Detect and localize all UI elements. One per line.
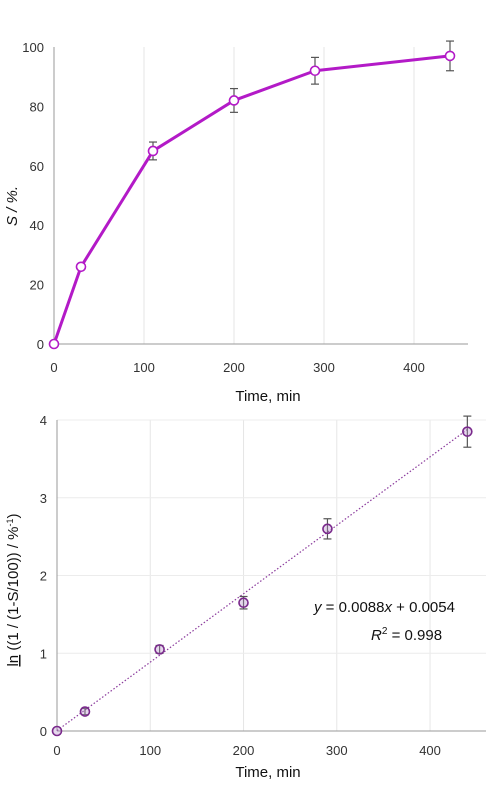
y-tick-label: 40 <box>30 218 44 233</box>
x-tick-label: 100 <box>139 743 161 758</box>
bottom-chart-axes <box>56 420 486 732</box>
x-tick-label: 0 <box>53 743 60 758</box>
y-tick-label: 60 <box>30 159 44 174</box>
data-point <box>462 426 473 437</box>
r-squared: R2 = 0.998 <box>371 626 442 644</box>
bottom-chart: 0 100 200 300 400 0 1 2 3 4 Time, min ln ((1 / (… <box>5 413 486 781</box>
data-point <box>75 261 87 273</box>
r-value: = 0.998 <box>387 627 442 644</box>
bottom-chart-trendline <box>56 429 468 732</box>
bottom-chart-x-tick-labels: 0 100 200 300 400 <box>53 743 441 758</box>
data-point <box>154 644 165 655</box>
top-chart-grid <box>143 47 415 344</box>
bottom-chart-y-tick-labels: 0 1 2 3 4 <box>40 413 47 739</box>
ylabel-body: ((1 / (1-S/100)) / % <box>5 526 22 654</box>
ylabel-close: ) <box>5 513 22 518</box>
top-chart-y-tick-labels: 0 20 40 60 80 100 <box>22 40 44 352</box>
y-tick-label: 1 <box>40 646 47 661</box>
eq-mid: = 0.0088 <box>322 599 385 616</box>
data-point <box>51 725 63 737</box>
ylabel-superscript: -1 <box>5 518 15 526</box>
x-tick-label: 300 <box>326 743 348 758</box>
data-point <box>48 338 60 350</box>
bottom-chart-series <box>51 415 473 737</box>
y-tick-label: 2 <box>40 569 47 584</box>
x-tick-label: 400 <box>419 743 441 758</box>
x-tick-label: 300 <box>313 360 335 375</box>
top-chart-y-axis-label: S / %. <box>4 186 21 226</box>
data-point <box>79 706 91 717</box>
y-tick-label: 20 <box>30 278 44 293</box>
eq-x: x <box>383 599 392 616</box>
x-tick-label: 200 <box>233 743 255 758</box>
x-tick-label: 400 <box>403 360 425 375</box>
data-point <box>309 65 321 77</box>
eq-y: y <box>313 599 323 616</box>
x-tick-label: 200 <box>223 360 245 375</box>
x-tick-label: 0 <box>50 360 57 375</box>
x-tick-label: 100 <box>133 360 155 375</box>
top-chart-axes <box>53 47 468 345</box>
y-tick-label: 4 <box>40 413 47 428</box>
eq-rest: + 0.0054 <box>392 599 455 616</box>
ln-text: ln <box>5 655 22 667</box>
bottom-chart-x-axis-label: Time, min <box>235 764 300 781</box>
regression-equation: y = 0.0088x + 0.0054 <box>313 599 455 616</box>
y-tick-label: 80 <box>30 99 44 114</box>
data-point <box>322 523 333 535</box>
y-tick-label: 0 <box>40 724 47 739</box>
series-line <box>52 54 451 345</box>
y-tick-label: 3 <box>40 491 47 506</box>
r-superscript: 2 <box>382 626 388 637</box>
top-chart-x-tick-labels: 0 100 200 300 400 <box>50 360 424 375</box>
y-tick-label: 0 <box>37 337 44 352</box>
trendline <box>56 429 468 732</box>
bottom-chart-grid <box>57 419 486 731</box>
top-chart: 0 100 200 300 400 0 20 40 60 80 100 Time, min S /… <box>4 40 468 405</box>
data-point <box>147 145 159 157</box>
bottom-chart-y-axis-label: ln ((1 / (1-S/100)) / %-1) <box>5 513 22 666</box>
data-point <box>238 597 249 609</box>
r-symbol: R <box>371 627 382 644</box>
data-point <box>444 50 456 62</box>
y-tick-label: 100 <box>22 40 44 55</box>
data-point <box>228 95 240 106</box>
top-chart-x-axis-label: Time, min <box>235 388 300 405</box>
top-chart-series <box>48 40 456 350</box>
